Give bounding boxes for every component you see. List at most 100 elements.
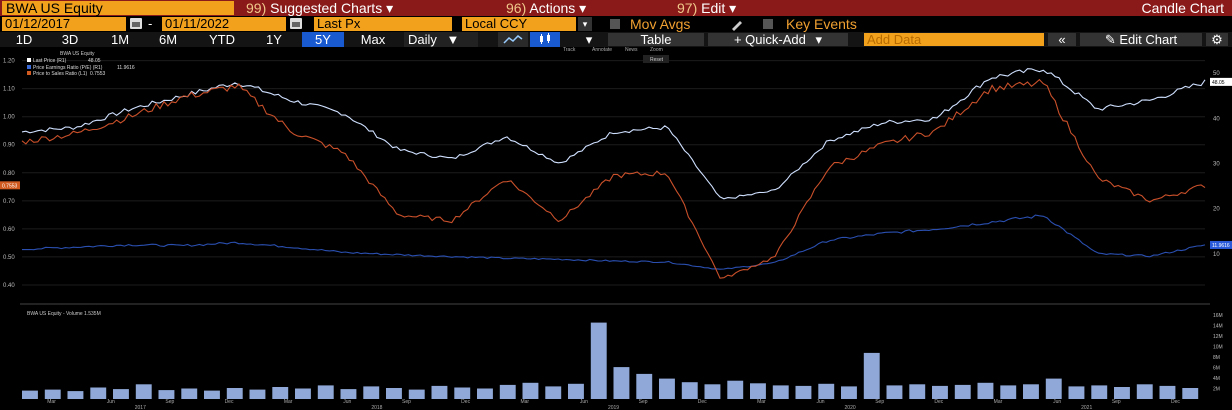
period-1y-button[interactable]: 1Y [266, 32, 282, 47]
pencil-icon[interactable] [730, 18, 744, 31]
x-year-label: 2017 [135, 405, 146, 410]
y-left-tick-label: 0.60 [3, 227, 15, 233]
chart-grid [22, 60, 1205, 286]
annotate-tool[interactable]: Annotate [592, 47, 612, 53]
volume-bar [863, 352, 880, 399]
edit-menu[interactable]: 97) Edit ▾ [677, 0, 736, 16]
x-tick-label: Dec [1171, 399, 1180, 405]
volume-bar [1068, 386, 1085, 399]
y-right-tick-label: 20 [1213, 207, 1220, 213]
chart-tools[interactable]: Track Annotate News Zoom Reset [563, 47, 669, 63]
legend-swatch [27, 65, 31, 69]
y-right-tick-label: 40 [1213, 116, 1220, 122]
period-1d-button[interactable]: 1D [15, 32, 33, 47]
volume-tick-label: 16M [1213, 313, 1223, 319]
x-tick-label: Dec [225, 399, 234, 405]
track-tool[interactable]: Track [563, 47, 576, 53]
x-tick-label: Dec [934, 399, 943, 405]
reset-button[interactable] [643, 55, 669, 63]
volume-bar [704, 384, 721, 399]
legend-label: Last Price (R1) [33, 58, 67, 64]
price-badge [0, 181, 20, 190]
volume-bar [90, 387, 107, 399]
period-1m-button[interactable]: 1M [110, 32, 130, 47]
y-right-tick-label: 30 [1213, 161, 1220, 167]
line-chart-icon[interactable] [498, 32, 528, 47]
mov-avgs-checkbox[interactable] [610, 19, 620, 29]
period-ytd-button[interactable]: YTD [209, 32, 235, 47]
price-badge [1210, 77, 1232, 86]
volume-bar [272, 387, 289, 399]
x-year-label: 2018 [371, 405, 382, 410]
price-badge [1210, 240, 1232, 249]
calendar-icon[interactable] [130, 18, 142, 29]
ticker-field[interactable]: BWA US Equity [2, 1, 234, 15]
zoom-tool[interactable]: Zoom [650, 47, 663, 53]
caret-down-icon: ▼ [446, 32, 460, 47]
table-button[interactable]: Table [608, 33, 704, 46]
chart-area[interactable]: BWA US Equity Last Price (R1) 48.05 Pric… [0, 47, 1232, 410]
currency-dropdown-button[interactable]: ▾ [578, 17, 592, 31]
price-field-select[interactable]: Last Px [314, 17, 452, 31]
price-badge-label: 0.7553 [2, 183, 18, 189]
x-tick-label: Jun [816, 399, 824, 405]
period-5y-button[interactable]: 5Y [302, 32, 344, 47]
volume-bar [636, 373, 653, 399]
period-max-button[interactable]: Max [360, 32, 386, 47]
y-left-tick-label: 1.10 [3, 87, 15, 93]
chevron-down-icon[interactable]: ▾ [585, 32, 593, 47]
period-3d-button[interactable]: 3D [61, 32, 79, 47]
volume-bar [1182, 388, 1199, 399]
volume-tick-label: 8M [1213, 355, 1220, 361]
volume-bar [454, 387, 471, 399]
volume-bar [590, 322, 607, 399]
x-tick-label: Sep [1112, 399, 1121, 405]
volume-bar [681, 382, 698, 399]
mov-avgs-label: Mov Avgs [630, 16, 691, 32]
volume-bar [431, 385, 448, 399]
edit-chart-button[interactable]: ✎ Edit Chart [1080, 33, 1202, 46]
x-tick-label: Mar [47, 399, 56, 405]
volume-bar [1000, 385, 1017, 399]
edit-chart-label: Edit Chart [1119, 32, 1178, 47]
volume-bar [1136, 384, 1153, 399]
quick-add-label: + Quick-Add [733, 32, 806, 47]
frequency-label: Daily [408, 32, 437, 47]
period-6m-button[interactable]: 6M [158, 32, 178, 47]
gear-icon[interactable]: ⚙ [1206, 33, 1228, 46]
axis-labels: 1.20 1.10 1.00 0.90 0.80 0.70 0.60 0.50 0.40 50 40… [0, 59, 1232, 410]
x-tick-label: Jun [1053, 399, 1061, 405]
x-year-label: 2020 [845, 405, 856, 410]
frequency-select[interactable]: Daily ▼ [404, 32, 478, 47]
x-tick-label: Mar [757, 399, 766, 405]
y-left-tick-label: 0.80 [3, 171, 15, 177]
volume-bar [772, 385, 789, 399]
chart-type-title: Candle Chart [1141, 0, 1225, 16]
volume-tick-label: 10M [1213, 345, 1223, 351]
calendar-icon[interactable] [290, 18, 302, 29]
y-right-tick-label: 50 [1213, 71, 1220, 77]
volume-bar [477, 388, 493, 399]
currency-select[interactable]: Local CCY [462, 17, 576, 31]
menu-number: 99) [246, 0, 267, 16]
series-line [21, 78, 1206, 279]
volume-bar [1023, 384, 1039, 399]
volume-bar [295, 388, 311, 399]
volume-bar [522, 382, 539, 399]
volume-bar [249, 389, 266, 399]
x-tick-label: Jun [580, 399, 588, 405]
quick-add-button[interactable]: + Quick-Add ▾ [708, 33, 848, 46]
actions-menu[interactable]: 96) Actions ▾ [506, 0, 586, 16]
key-events-checkbox[interactable] [763, 19, 773, 29]
candle-chart-icon[interactable] [530, 32, 560, 47]
news-tool[interactable]: News [625, 47, 638, 53]
menu-number: 96) [506, 0, 527, 16]
collapse-button[interactable]: « [1048, 33, 1076, 46]
x-tick-label: Mar [520, 399, 529, 405]
series-line [22, 214, 1206, 270]
suggested-charts-menu[interactable]: 99) Suggested Charts ▾ [246, 0, 393, 16]
volume-bar [158, 390, 175, 399]
add-data-input[interactable]: Add Data [864, 33, 1044, 46]
end-date-field[interactable]: 01/11/2022 [162, 17, 286, 31]
start-date-field[interactable]: 01/12/2017 [2, 17, 126, 31]
